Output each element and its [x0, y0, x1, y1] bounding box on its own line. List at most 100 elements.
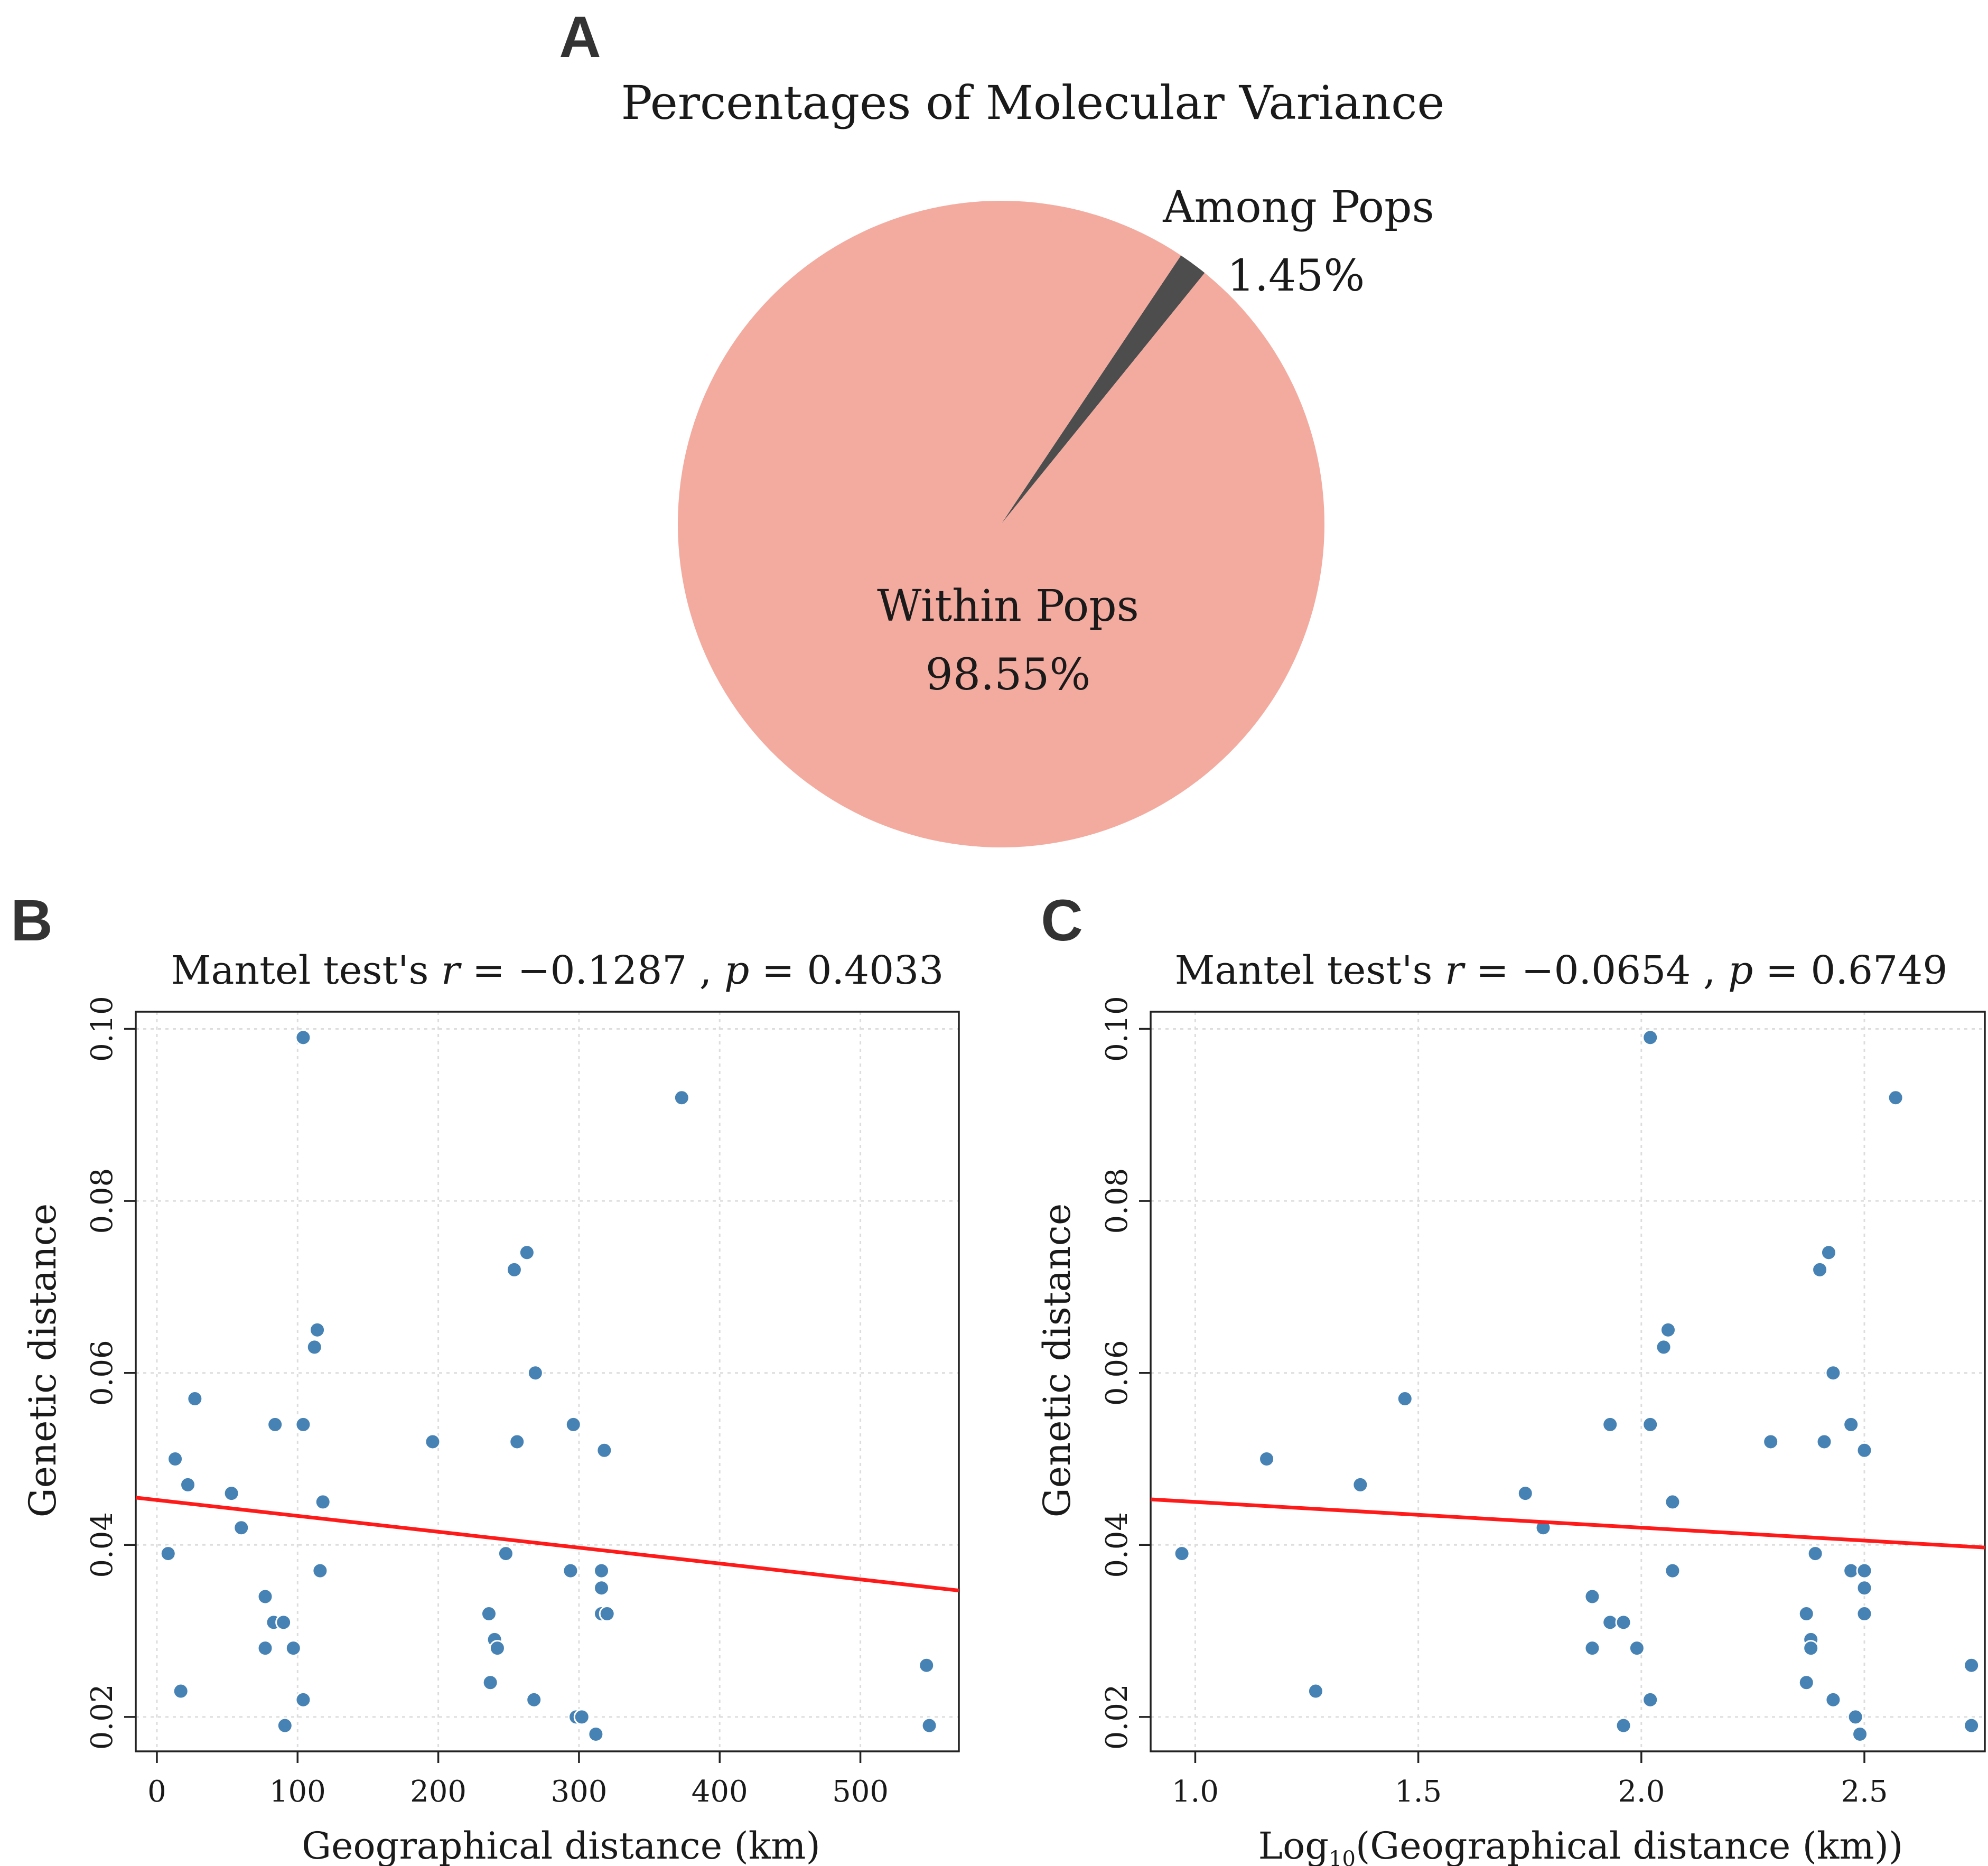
panel-c-point — [1887, 1089, 1904, 1106]
panel-c-scatter-chart: C Mantel test's r = −0.0654 , p = 0.6749… — [1035, 888, 1986, 1866]
panel-c-xlabel-rest: (Geographical distance (km)) — [1356, 1824, 1903, 1866]
among-pops-label: Among Pops — [1162, 182, 1434, 232]
panel-b-point — [257, 1588, 274, 1605]
panel-b-ytick-label: 0.10 — [85, 996, 119, 1062]
panel-label-c: C — [1041, 888, 1082, 953]
panel-c-ytick-label: 0.06 — [1100, 1340, 1134, 1406]
panel-b-point — [167, 1451, 184, 1468]
panel-b-plot-border — [135, 1011, 960, 1752]
panel-b-point — [527, 1365, 544, 1382]
panel-b-point — [509, 1433, 526, 1450]
panel-b-ytick-label: 0.02 — [85, 1684, 119, 1750]
panel-b-xtick-label: 0 — [147, 1775, 166, 1809]
panel-c-point — [1825, 1365, 1842, 1382]
panel-label-a: A — [559, 5, 601, 70]
panel-b-point — [172, 1683, 189, 1700]
panel-b-title: Mantel test's r = −0.1287 , p = 0.4033 — [171, 948, 944, 993]
panel-b-point — [596, 1442, 613, 1459]
panel-c-point — [1856, 1580, 1873, 1597]
panel-b-xtick-label: 100 — [269, 1775, 326, 1809]
panel-b-point — [497, 1545, 514, 1562]
pie-title: Percentages of Molecular Variance — [621, 76, 1445, 130]
panel-c-point — [1258, 1451, 1275, 1468]
pie-slice-within-pops — [678, 201, 1325, 848]
panel-b-point — [918, 1657, 935, 1674]
panel-c-title-r-value: = −0.0654 , — [1476, 948, 1716, 993]
panel-c-point — [1642, 1416, 1659, 1433]
panel-c-point — [1820, 1244, 1837, 1261]
panel-c-point — [1856, 1442, 1873, 1459]
panel-c-point — [1762, 1433, 1779, 1450]
panel-b-ytick-label: 0.06 — [85, 1340, 119, 1406]
panel-c-point — [1803, 1640, 1819, 1657]
panel-b-point — [480, 1606, 497, 1622]
panel-c-point — [1847, 1709, 1864, 1725]
panel-c-point — [1584, 1588, 1601, 1605]
panel-b-xtick-label: 400 — [692, 1775, 748, 1809]
panel-c-point — [1642, 1029, 1659, 1046]
panel-c-point — [1843, 1416, 1860, 1433]
panel-b-point — [223, 1485, 240, 1502]
panel-b-xtick-label: 300 — [550, 1775, 607, 1809]
panel-b-point — [599, 1606, 615, 1622]
panel-c-point — [1825, 1691, 1842, 1708]
panel-c-xtick-label: 2.0 — [1618, 1775, 1665, 1809]
panel-c-point — [1664, 1494, 1681, 1510]
panel-c-point — [1642, 1691, 1659, 1708]
panel-b-ytick-label: 0.08 — [85, 1168, 119, 1234]
panel-a-pie-chart: A Percentages of Molecular Variance Amon… — [559, 5, 1445, 848]
panel-b-regression-line — [135, 1496, 959, 1593]
panel-b-point — [295, 1416, 312, 1433]
panel-b-ylabel: Genetic distance — [21, 1203, 64, 1518]
panel-c-point — [1812, 1261, 1828, 1278]
panel-b-point — [314, 1494, 331, 1510]
panel-b-point — [489, 1640, 506, 1657]
panel-c-xlabel-log: Log — [1258, 1824, 1329, 1866]
within-pops-label: Within Pops — [877, 581, 1139, 631]
panel-c-xtick-label: 1.5 — [1395, 1775, 1442, 1809]
panel-label-b: B — [11, 888, 52, 953]
panel-c-xlabel: Log10(Geographical distance (km)) — [1258, 1824, 1903, 1866]
panel-c-ytick-label: 0.10 — [1100, 996, 1134, 1062]
panel-b-point — [160, 1545, 176, 1562]
panel-b-point — [285, 1640, 302, 1657]
panel-b-point — [309, 1321, 326, 1338]
panel-b-point — [180, 1476, 197, 1493]
panel-c-regression-line — [1150, 1497, 1985, 1550]
panel-b-point — [295, 1029, 312, 1046]
panel-c-point — [1602, 1614, 1619, 1631]
panel-c-ylabel: Genetic distance — [1035, 1203, 1079, 1518]
panel-b-point — [593, 1562, 610, 1579]
among-pops-value: 1.45% — [1227, 251, 1365, 301]
panel-c-point — [1173, 1545, 1190, 1562]
panel-c-title-p-value: = 0.6749 — [1766, 948, 1947, 993]
panel-c-point — [1852, 1725, 1869, 1742]
panel-c-point — [1843, 1562, 1860, 1579]
pie-slice-among-pops — [1001, 255, 1205, 524]
panel-c-point — [1615, 1717, 1632, 1734]
within-pops-value: 98.55% — [926, 650, 1091, 700]
panel-b-xtick-label: 500 — [832, 1775, 889, 1809]
panel-b-point — [506, 1261, 522, 1278]
panel-b-title-r: r — [441, 948, 462, 993]
panel-b-point — [186, 1391, 203, 1407]
panel-b-point — [482, 1674, 499, 1691]
panel-b-point — [587, 1725, 604, 1742]
panel-c-point — [1659, 1321, 1676, 1338]
panel-b-point — [312, 1562, 329, 1579]
panel-b-point — [562, 1562, 579, 1579]
panel-b-ytick-label: 0.04 — [85, 1512, 119, 1578]
panel-c-title-prefix: Mantel test's — [1175, 948, 1433, 993]
panel-c-xtick-label: 1.0 — [1172, 1775, 1219, 1809]
panel-c-point — [1807, 1545, 1824, 1562]
panel-b-point — [921, 1717, 938, 1734]
panel-b-point — [424, 1433, 441, 1450]
panel-c-point — [1517, 1485, 1534, 1502]
panel-c-title-p: p — [1728, 948, 1753, 993]
panel-b-point — [295, 1691, 312, 1708]
panel-b-point — [257, 1640, 274, 1657]
panel-b-point — [573, 1709, 590, 1725]
panel-c-point — [1307, 1683, 1324, 1700]
panel-c-ytick-label: 0.02 — [1100, 1684, 1134, 1750]
